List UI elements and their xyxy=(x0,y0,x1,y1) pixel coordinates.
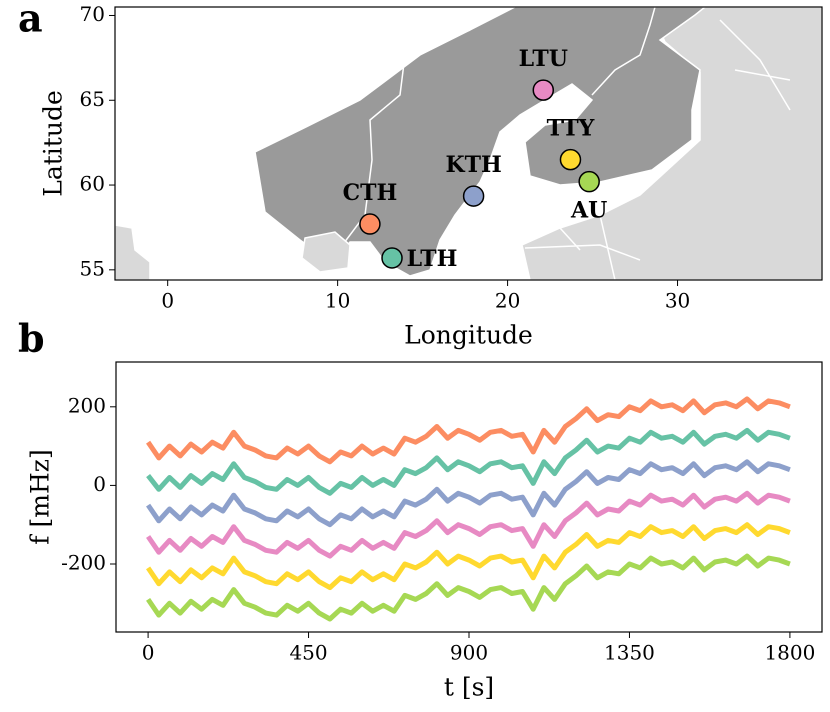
y-tick-label: 65 xyxy=(80,87,105,111)
station-label: LTU xyxy=(519,46,568,72)
y-axis-label: Latitude xyxy=(39,90,68,197)
series-line xyxy=(146,522,791,591)
x-tick-label: 0 xyxy=(161,289,174,313)
series-line xyxy=(146,490,791,559)
x-tick-label: 10 xyxy=(325,289,350,313)
y-tick-label: 70 xyxy=(80,2,105,26)
land-southwest xyxy=(115,224,151,280)
station-label: AU xyxy=(570,198,607,224)
y-tick-label: 0 xyxy=(93,472,106,496)
station-label: CTH xyxy=(343,180,398,206)
series-line xyxy=(146,553,791,622)
map-frame xyxy=(114,6,823,281)
station-label: KTH xyxy=(445,152,501,178)
panel-label: a xyxy=(18,0,43,41)
station-label: LTH xyxy=(407,246,458,272)
map-land xyxy=(115,7,822,280)
panel-label: b xyxy=(18,316,45,361)
station-label: TTY xyxy=(547,116,595,142)
y-tick-label: -200 xyxy=(61,551,106,575)
y-axis-label: f [mHz] xyxy=(26,449,55,544)
land-scandinavia xyxy=(254,7,707,277)
station-marker xyxy=(559,148,582,171)
station-marker xyxy=(381,247,403,269)
x-tick-label: 20 xyxy=(495,289,520,313)
x-tick-label: 0 xyxy=(142,641,155,665)
series-line xyxy=(146,427,791,496)
station-marker xyxy=(578,170,600,193)
land-baltic xyxy=(524,19,791,280)
station-marker xyxy=(359,213,381,235)
y-tick-label: 60 xyxy=(80,172,105,196)
x-axis-label: t [s] xyxy=(444,673,494,702)
series-line xyxy=(146,459,791,528)
x-axis-label: Longitude xyxy=(404,321,533,350)
series-line xyxy=(146,396,791,465)
x-tick-label: 450 xyxy=(289,641,327,665)
station-marker xyxy=(462,185,485,207)
y-tick-label: 55 xyxy=(80,256,105,280)
x-tick-label: 900 xyxy=(450,641,488,665)
y-tick-label: 200 xyxy=(68,393,106,417)
x-tick-label: 1350 xyxy=(604,641,655,665)
land-denmark xyxy=(301,231,351,273)
x-tick-label: 1800 xyxy=(764,641,815,665)
x-tick-label: 30 xyxy=(665,289,690,313)
station-marker xyxy=(532,79,555,101)
